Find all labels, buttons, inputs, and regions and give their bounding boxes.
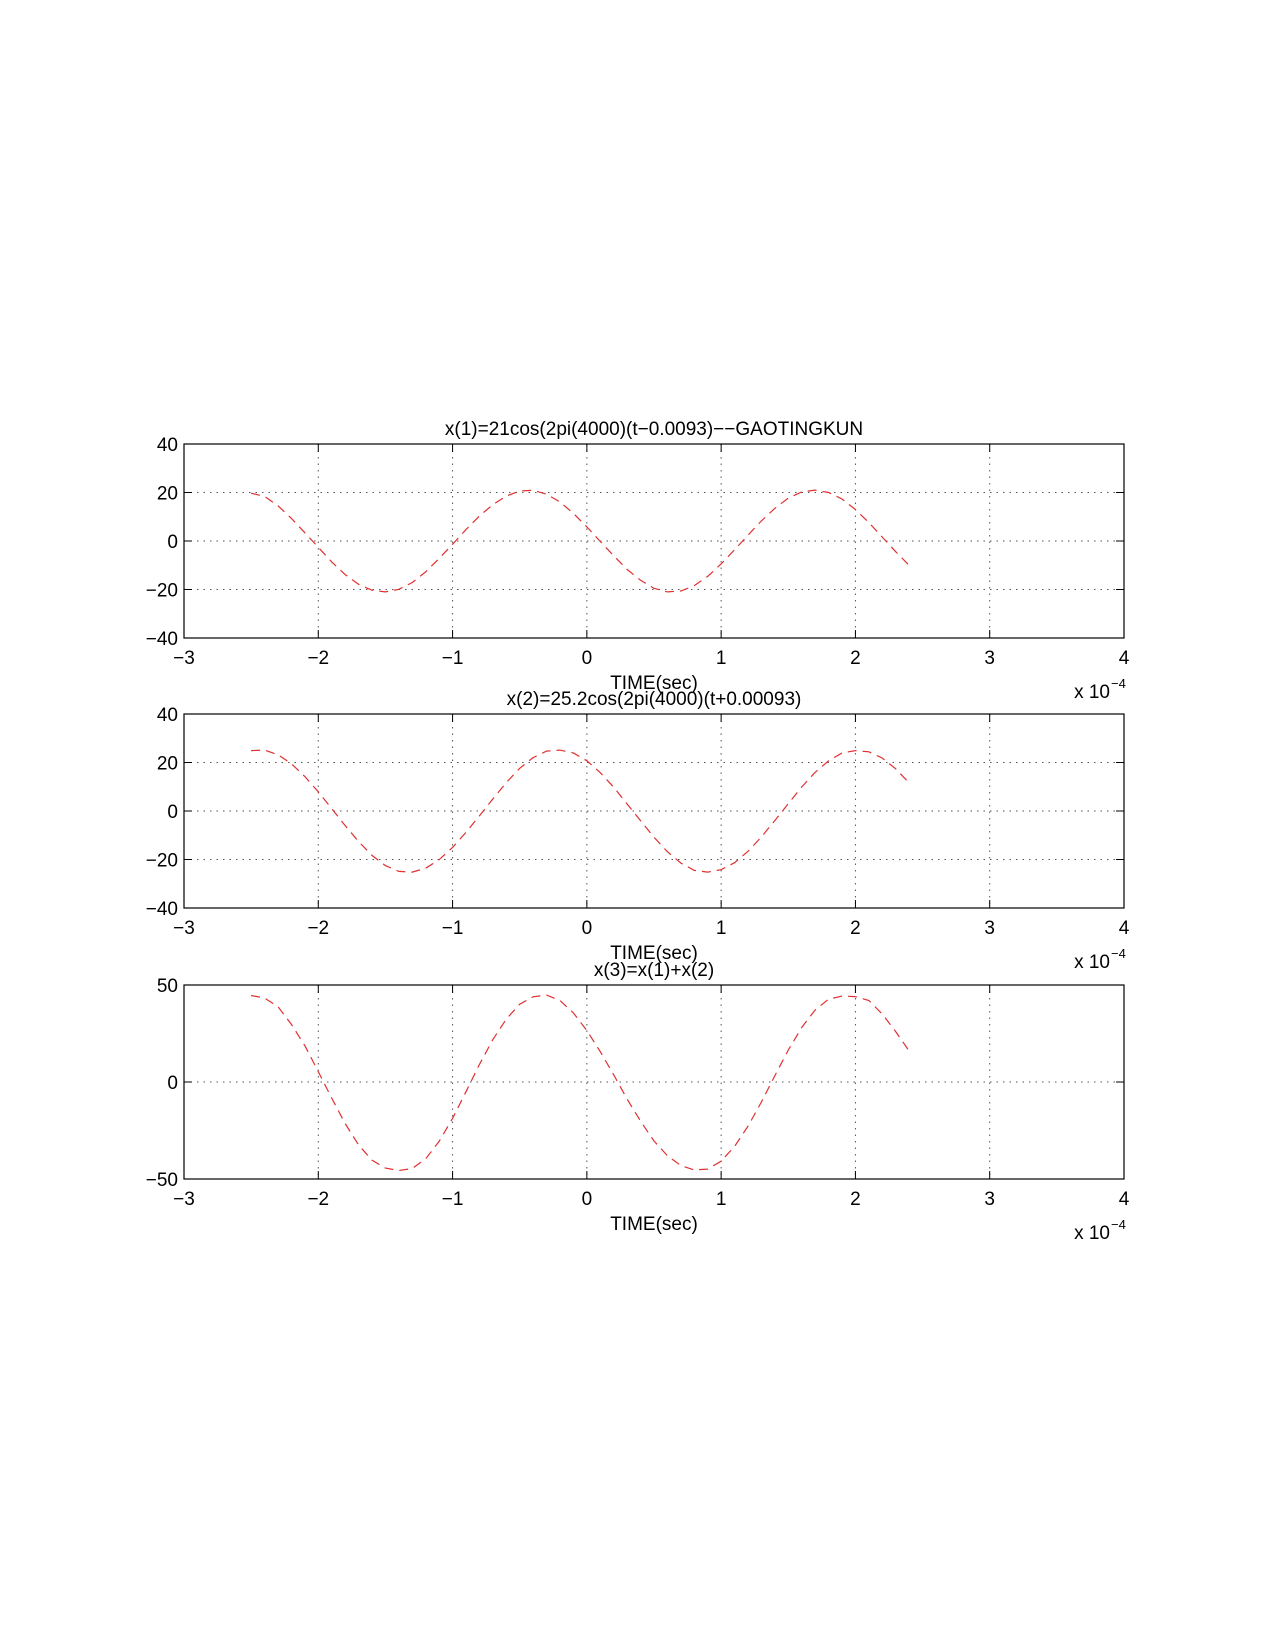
x-tick-label: −1 (442, 918, 464, 939)
x-tick-label: −1 (442, 1189, 464, 1210)
y-tick-label: 0 (167, 802, 178, 823)
x-tick-label: −1 (442, 648, 464, 669)
x-tick-label: 0 (582, 1189, 593, 1210)
x-tick-label: −3 (173, 1189, 195, 1210)
x-tick-label: 3 (984, 918, 995, 939)
y-tick-label: 0 (167, 1073, 178, 1094)
subplot-title: x(2)=25.2cos(2pi(4000)(t+0.00093) (507, 689, 802, 710)
x-tick-label: 1 (716, 648, 727, 669)
x-tick-label: −3 (173, 648, 195, 669)
x-multiplier-exponent: −4 (1111, 676, 1126, 691)
x-axis-label: TIME(sec) (610, 943, 698, 964)
y-tick-label: −20 (146, 851, 178, 872)
y-tick-label: 40 (157, 705, 178, 726)
series-line (250, 994, 910, 1172)
y-tick-label: 20 (157, 484, 178, 505)
x-multiplier-label: x 10 (1074, 682, 1110, 703)
x-multiplier-exponent: −4 (1111, 1217, 1126, 1232)
x-tick-label: 4 (1119, 648, 1130, 669)
series-line (251, 749, 910, 873)
x-multiplier-label: x 10 (1074, 1223, 1110, 1244)
x-tick-label: 2 (850, 1189, 861, 1210)
subplot-title: x(1)=21cos(2pi(4000)(t−0.0093)−−GAOTINGK… (445, 419, 863, 440)
x-tick-label: 2 (850, 918, 861, 939)
y-tick-label: 40 (157, 435, 178, 456)
x-multiplier-exponent: −4 (1111, 946, 1126, 961)
x-tick-label: −2 (307, 648, 329, 669)
x-axis-label: TIME(sec) (610, 1214, 698, 1235)
x-tick-label: −2 (307, 918, 329, 939)
y-tick-label: 50 (157, 976, 178, 997)
x-tick-label: 4 (1119, 918, 1130, 939)
x-tick-label: 3 (984, 1189, 995, 1210)
y-tick-label: −40 (146, 899, 178, 920)
subplot-2: −3 −2 −1 0 1 2 3 4 −40 −20 0 20 40 x(2)=25.2cos(2pi(4… (146, 689, 1130, 973)
x-tick-label: 1 (716, 1189, 727, 1210)
x-multiplier-label: x 10 (1074, 952, 1110, 973)
x-tick-label: 0 (582, 918, 593, 939)
x-tick-label: −3 (173, 918, 195, 939)
x-tick-label: 4 (1119, 1189, 1130, 1210)
subplot-1: −3 −2 −1 0 1 2 3 4 −40 −20 0 20 40 x(1)=21cos(2pi(400… (146, 419, 1130, 703)
y-tick-label: −40 (146, 629, 178, 650)
x-tick-label: 3 (984, 648, 995, 669)
axes-box (183, 713, 1125, 909)
y-tick-label: 0 (167, 532, 178, 553)
x-tick-label: 1 (716, 918, 727, 939)
subplot-title: x(3)=x(1)+x(2) (594, 960, 714, 981)
y-tick-label: 20 (157, 754, 178, 775)
axes-box (183, 984, 1125, 1180)
y-tick-label: −20 (146, 581, 178, 602)
x-tick-label: −2 (307, 1189, 329, 1210)
x-axis-label: TIME(sec) (610, 673, 698, 694)
y-tick-label: −50 (146, 1170, 178, 1191)
x-tick-label: 2 (850, 648, 861, 669)
x-tick-label: 0 (582, 648, 593, 669)
series-line (250, 489, 910, 593)
axes-box (183, 443, 1125, 639)
subplot-3: −3 −2 −1 0 1 2 3 4 −50 0 50 x(3)=x(1)+x(2) TIME(sec)… (146, 960, 1130, 1244)
